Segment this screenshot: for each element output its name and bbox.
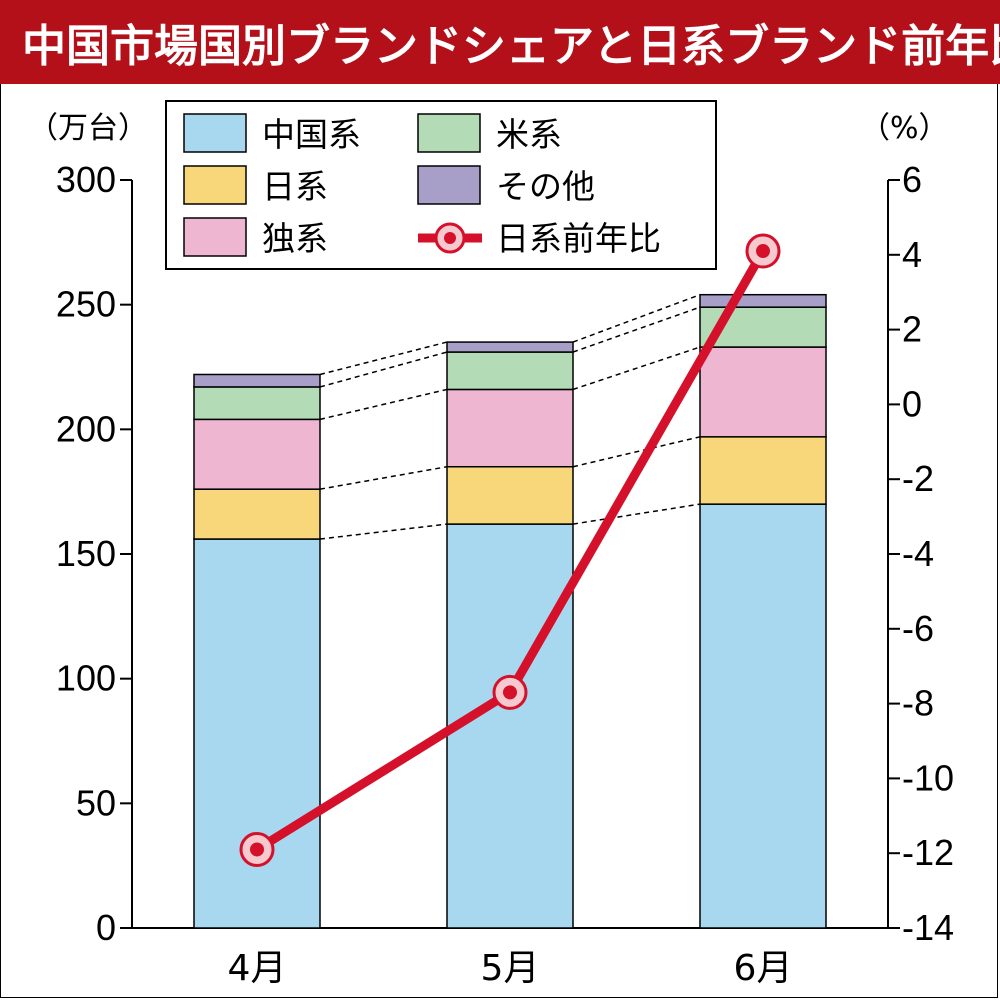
right-tick-label: -2 xyxy=(902,458,934,499)
bar-segment xyxy=(699,503,827,929)
right-tick-label: 0 xyxy=(902,383,922,424)
bar-segment xyxy=(193,418,321,490)
right-axis-unit: （%） xyxy=(860,111,949,146)
right-tick-label: -6 xyxy=(902,608,934,649)
bar-segment xyxy=(699,436,827,505)
connector-line xyxy=(572,436,701,468)
legend-swatch-china xyxy=(183,113,247,153)
legend-marker-yoy-center xyxy=(444,232,456,244)
legend-swatch-japan xyxy=(183,165,247,205)
legend: 中国系 日系 独系 米系 その他 日系前年比 xyxy=(165,100,717,270)
legend-label-other: その他 xyxy=(496,167,595,206)
bar-segment xyxy=(193,386,321,421)
right-tick-label: -4 xyxy=(902,533,934,574)
bar-segment xyxy=(446,388,574,468)
x-tick-label: 6月 xyxy=(734,948,793,989)
bar-segment xyxy=(446,523,574,929)
bar-segment xyxy=(193,538,321,929)
x-axis-labels: 4月 5月 6月 xyxy=(228,948,793,989)
yoy-point-center xyxy=(503,685,517,700)
bar-segment xyxy=(193,373,321,388)
connector-line xyxy=(319,341,448,376)
legend-label-yoy: 日系前年比 xyxy=(496,219,661,258)
stack-connector-lines xyxy=(319,293,701,540)
right-tick-label: -12 xyxy=(902,832,954,873)
left-tick-label: 150 xyxy=(56,533,116,574)
legend-swatch-germany xyxy=(183,217,247,257)
legend-label-japan: 日系 xyxy=(262,167,328,206)
connector-line xyxy=(319,523,448,540)
connector-line xyxy=(572,503,701,525)
connector-line xyxy=(319,465,448,490)
right-tick-label: 4 xyxy=(902,234,922,275)
right-tick-label: 2 xyxy=(902,309,922,350)
right-tick-label: -8 xyxy=(902,683,934,724)
x-tick-label: 4月 xyxy=(228,948,287,989)
yoy-line-series xyxy=(239,233,781,867)
legend-swatch-us xyxy=(417,113,481,153)
bar-segment xyxy=(193,488,321,540)
left-tick-label: 0 xyxy=(96,907,116,948)
legend-label-germany: 独系 xyxy=(262,219,328,258)
stacked-bars xyxy=(193,293,827,929)
bar-segment xyxy=(446,465,574,525)
legend-label-us: 米系 xyxy=(496,115,562,154)
connector-line xyxy=(319,388,448,421)
yoy-point-center xyxy=(756,244,770,259)
left-axis-ticks: 300 250 200 150 100 50 0 xyxy=(56,159,132,948)
left-tick-label: 200 xyxy=(56,408,116,449)
right-tick-label: -14 xyxy=(902,907,954,948)
right-tick-label: 6 xyxy=(902,159,922,200)
bar-segment xyxy=(699,293,827,308)
connector-line xyxy=(572,293,701,343)
legend-swatch-other xyxy=(417,165,481,205)
connector-line xyxy=(572,306,701,353)
x-tick-label: 5月 xyxy=(481,948,540,989)
yoy-point-center xyxy=(250,842,264,857)
left-axis-unit: （万台） xyxy=(28,111,148,146)
left-tick-label: 300 xyxy=(56,159,116,200)
left-tick-label: 50 xyxy=(76,782,116,823)
right-axis-ticks: 6 4 2 0 -2 -4 -6 -8 -10 -12 -14 xyxy=(888,159,954,948)
bar-segment xyxy=(699,346,827,438)
connector-line xyxy=(572,346,701,391)
bar-segment xyxy=(446,341,574,353)
bar-segment xyxy=(446,351,574,391)
left-tick-label: 250 xyxy=(56,284,116,325)
chart-title: 中国市場国別ブランドシェアと日系ブランド前年比 xyxy=(0,0,1000,84)
connector-line xyxy=(319,351,448,388)
right-tick-label: -10 xyxy=(902,757,954,798)
legend-label-china: 中国系 xyxy=(262,115,361,154)
left-tick-label: 100 xyxy=(56,658,116,699)
